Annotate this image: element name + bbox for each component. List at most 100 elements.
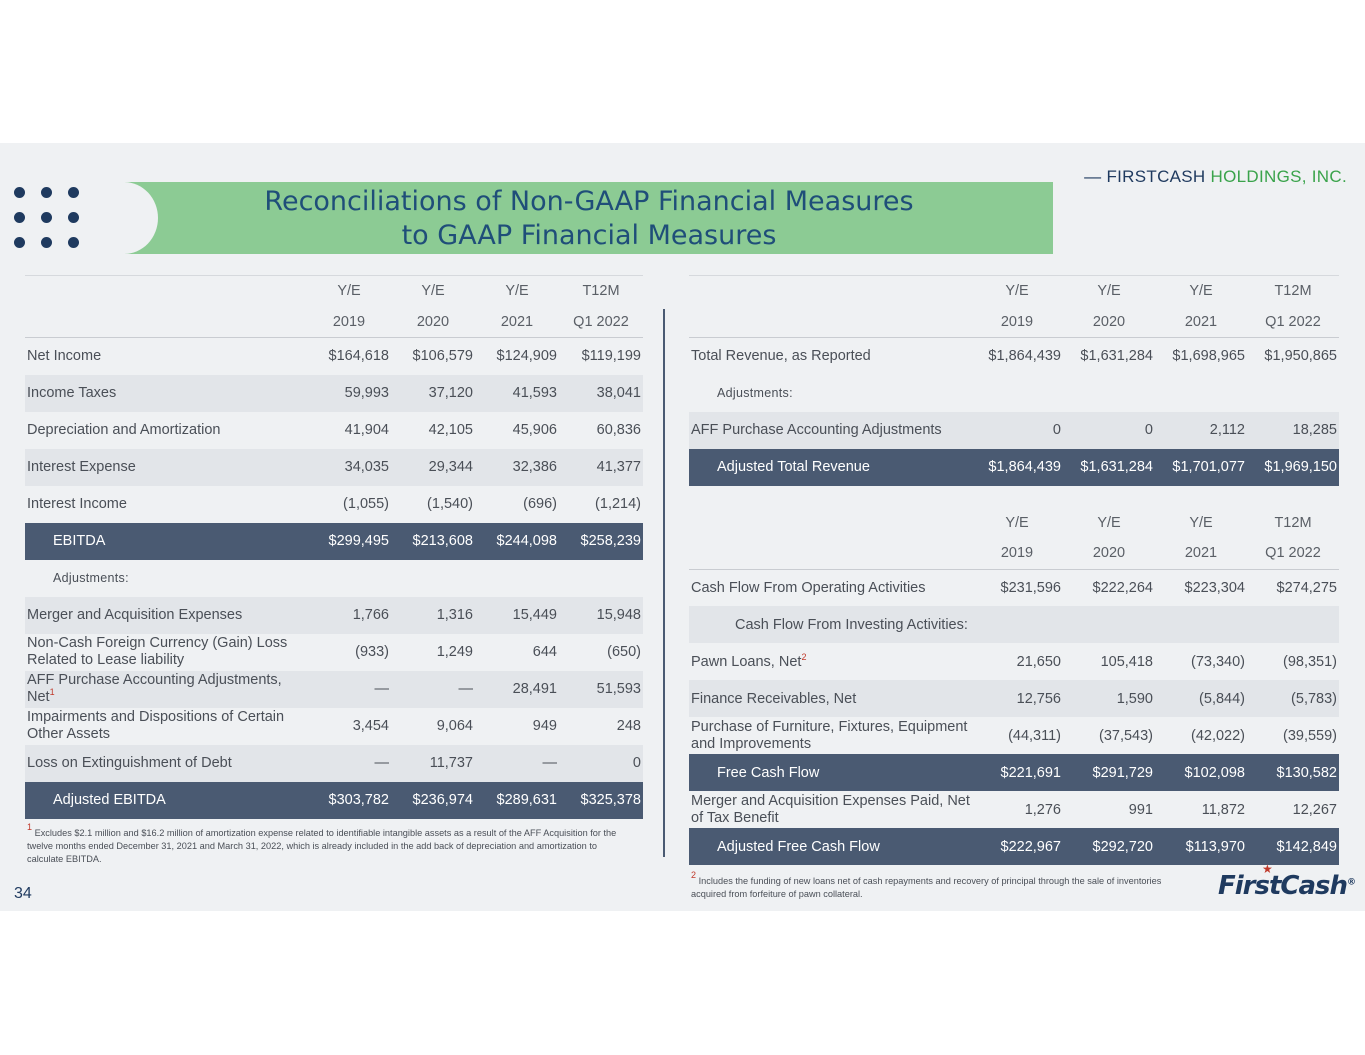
footnote-marker: 1 [49, 686, 55, 697]
cell: $221,691 [971, 754, 1063, 791]
section-heading: Cash Flow From Investing Activities: [689, 606, 1339, 643]
cell: $213,608 [391, 522, 475, 560]
cell: $1,864,439 [971, 448, 1063, 486]
cell: $142,849 [1247, 828, 1339, 865]
table-row: AFF Purchase Accounting Adjustments 0 0 … [689, 411, 1339, 449]
cashflow-table: Y/E Y/E Y/E T12M 2019 2020 2021 Q1 2022 … [689, 507, 1339, 865]
cell: 3,454 [352, 718, 389, 734]
col-head-period: 2019 [307, 306, 391, 338]
col-head-period: 2020 [391, 306, 475, 338]
cell: (42,022) [1190, 727, 1245, 744]
table-row: Total Revenue, as Reported $1,864,439 $1… [689, 338, 1339, 375]
cell: 12,267 [1292, 801, 1337, 818]
cell: 41,593 [475, 374, 559, 412]
cell: (44,311) [1008, 727, 1061, 744]
cell: — [307, 744, 391, 782]
cell: 29,344 [391, 448, 475, 486]
table-row: Finance Receivables, Net 12,756 1,590 (5… [689, 680, 1339, 717]
col-head-type: Y/E [971, 275, 1063, 307]
cell: 1,316 [391, 596, 475, 634]
table-row: Cash Flow From Investing Activities: [689, 606, 1339, 643]
brand-name: — FIRSTCASH HOLDINGS, INC. [1084, 167, 1347, 187]
title-band [125, 182, 1053, 254]
col-head-type: Y/E [1005, 514, 1029, 531]
cell: 34,035 [307, 448, 391, 486]
cell: $1,698,965 [1172, 348, 1245, 365]
cell: 42,105 [428, 422, 473, 438]
brand-dash: — [1084, 167, 1102, 186]
row-label: Depreciation and Amortization [27, 422, 221, 438]
cell: — [475, 744, 559, 782]
row-label: Pawn Loans, Net2 [689, 643, 971, 680]
cell: 38,041 [559, 374, 643, 412]
cell: (5,844) [1155, 680, 1247, 717]
cell: $236,974 [391, 781, 475, 819]
footnote-1: 1 Excludes $2.1 million and $16.2 millio… [27, 822, 617, 866]
ebitda-table: Y/E Y/E Y/E T12M 2019 2020 2021 Q1 2022 … [25, 275, 643, 819]
cell: $102,098 [1155, 754, 1247, 791]
brand-second: HOLDINGS, INC. [1210, 167, 1347, 186]
row-label: Income Taxes [25, 374, 307, 412]
cell: — [391, 670, 475, 708]
cell: (39,559) [1282, 727, 1337, 744]
col-head-type: Y/E [391, 275, 475, 307]
cell: (1,214) [595, 496, 641, 512]
col-head-type: Y/E [1155, 275, 1247, 307]
col-head-period: 2021 [1155, 306, 1247, 338]
footnote-marker: 2 [801, 651, 807, 662]
total-row: Free Cash Flow $221,691 $291,729 $102,09… [689, 754, 1339, 791]
cell: $222,967 [971, 828, 1063, 865]
adjustments-heading: Adjustments: [717, 386, 793, 400]
cell: (73,340) [1190, 653, 1245, 670]
cell: 41,377 [559, 448, 643, 486]
slide: Reconciliations of Non-GAAP Financial Me… [0, 143, 1365, 911]
col-head-type: T12M [1247, 275, 1339, 307]
total-row: Adjusted Total Revenue $1,864,439 $1,631… [689, 448, 1339, 486]
title-notch [90, 182, 158, 254]
col-head-period: Q1 2022 [1247, 538, 1339, 570]
total-row: EBITDA $299,495 $213,608 $244,098 $258,2… [25, 522, 643, 560]
cell: $130,582 [1247, 754, 1339, 791]
page-title-line1: Reconciliations of Non-GAAP Financial Me… [264, 186, 914, 217]
table-row: Depreciation and Amortization 41,904 42,… [25, 412, 643, 449]
cell: $119,199 [581, 348, 641, 365]
cell: 12,756 [971, 680, 1063, 717]
total-row: Adjusted Free Cash Flow $222,967 $292,72… [689, 828, 1339, 865]
row-label: EBITDA [25, 522, 307, 560]
star-icon: ★ [1261, 862, 1273, 876]
table-row: Adjustments: [25, 560, 643, 597]
cell: $113,970 [1155, 828, 1247, 865]
cell: (1,055) [343, 496, 389, 512]
total-row: Adjusted EBITDA $303,782 $236,974 $289,6… [25, 781, 643, 819]
cell: 11,737 [391, 744, 475, 782]
col-head-type: T12M [1274, 514, 1312, 531]
table-row: Purchase of Furniture, Fixtures, Equipme… [689, 717, 1339, 754]
row-label: Merger and Acquisition Expenses [25, 596, 307, 634]
col-head-type: T12M [559, 275, 643, 307]
col-head-period: 2019 [971, 538, 1063, 570]
cell: $258,239 [559, 522, 643, 560]
row-label: Adjusted Total Revenue [689, 448, 971, 486]
table-row: Merger and Acquisition Expenses 1,766 1,… [25, 596, 643, 634]
col-head-period: 2020 [1063, 306, 1155, 338]
footnote-marker: 1 [27, 822, 33, 832]
cell: $223,304 [1184, 579, 1245, 596]
table-row: Non-Cash Foreign Currency (Gain) Loss Re… [25, 634, 643, 671]
cell: — [307, 670, 391, 708]
cell: (37,543) [1098, 727, 1153, 744]
cell: 21,650 [1016, 653, 1061, 670]
cell: 949 [532, 718, 557, 734]
cell: (1,540) [427, 496, 473, 512]
footnote-2: 2 Includes the funding of new loans net … [691, 870, 1181, 901]
col-head-period: 2019 [971, 306, 1063, 338]
cell: 37,120 [391, 374, 475, 412]
cell: $222,264 [1092, 579, 1153, 596]
row-label: Merger and Acquisition Expenses Paid, Ne… [691, 792, 970, 826]
col-head-type: Y/E [1097, 514, 1121, 531]
cell: (933) [355, 644, 389, 660]
row-label: Purchase of Furniture, Fixtures, Equipme… [691, 718, 968, 752]
cell: 1,249 [436, 644, 473, 660]
table-row: Income Taxes 59,993 37,120 41,593 38,041 [25, 374, 643, 412]
table-row: Loss on Extinguishment of Debt — 11,737 … [25, 744, 643, 782]
row-label: Free Cash Flow [689, 754, 971, 791]
